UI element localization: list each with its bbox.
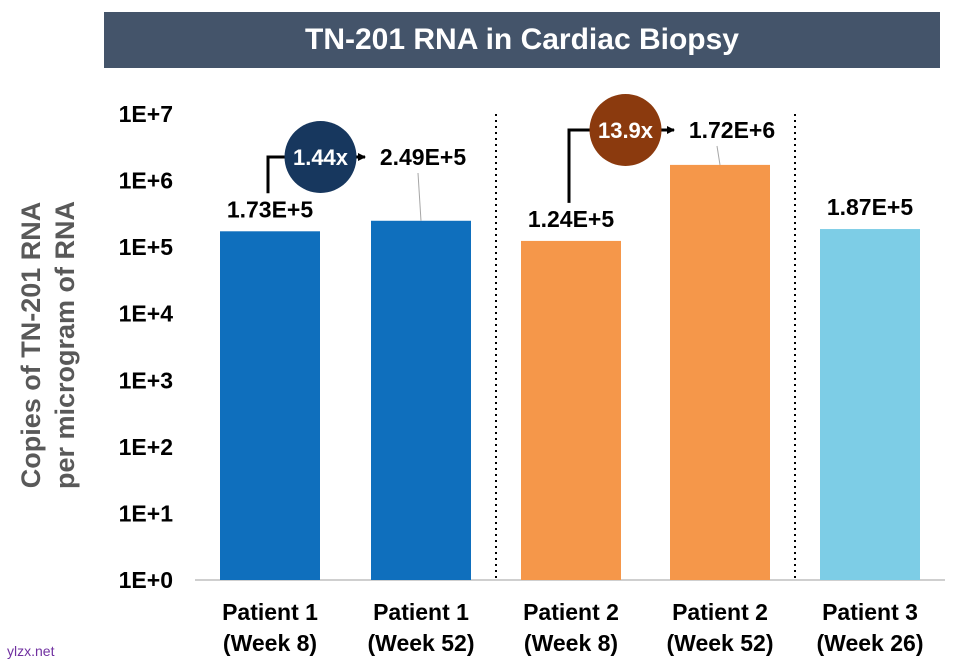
bar bbox=[220, 231, 320, 581]
fold-change-badge bbox=[589, 94, 662, 166]
y-tick-label: 1E+0 bbox=[119, 567, 173, 593]
x-tick-label: Patient 2 bbox=[523, 599, 619, 625]
x-tick-label: (Week 52) bbox=[667, 630, 774, 656]
data-label: 2.49E+5 bbox=[380, 144, 467, 170]
y-tick-label: 1E+6 bbox=[119, 168, 173, 194]
y-tick-label: 1E+7 bbox=[119, 101, 173, 127]
fold-change-label: 13.9x bbox=[598, 118, 654, 143]
chart-title: TN-201 RNA in Cardiac Biopsy bbox=[305, 23, 739, 56]
data-label-leader bbox=[417, 172, 422, 221]
y-tick-label: 1E+3 bbox=[119, 367, 173, 393]
y-tick-label: 1E+4 bbox=[119, 301, 174, 327]
data-label: 1.87E+5 bbox=[827, 194, 914, 220]
title-bar: TN-201 RNA in Cardiac Biopsy bbox=[104, 12, 940, 68]
data-label: 1.24E+5 bbox=[528, 206, 615, 232]
fold-change-label: 1.44x bbox=[293, 145, 349, 170]
x-tick-label: Patient 1 bbox=[222, 599, 318, 625]
bar bbox=[820, 229, 920, 581]
watermark: ylzx.net bbox=[7, 643, 55, 659]
data-label-leader bbox=[716, 145, 721, 165]
x-tick-label: Patient 3 bbox=[822, 599, 918, 625]
y-tick-label: 1E+5 bbox=[119, 234, 174, 260]
y-tick-label: 1E+2 bbox=[119, 434, 173, 460]
bar bbox=[521, 240, 621, 580]
bar bbox=[371, 220, 471, 580]
x-tick-label: Patient 1 bbox=[373, 599, 469, 625]
fold-change-badge bbox=[284, 121, 357, 193]
y-tick-label: 1E+1 bbox=[119, 500, 174, 526]
data-label: 1.73E+5 bbox=[227, 196, 314, 222]
data-label: 1.72E+6 bbox=[689, 117, 775, 143]
x-tick-label: (Week 8) bbox=[524, 630, 618, 656]
x-tick-label: Patient 2 bbox=[672, 599, 768, 625]
bar bbox=[670, 164, 770, 580]
x-tick-label: (Week 8) bbox=[223, 630, 317, 656]
x-tick-label: (Week 52) bbox=[368, 630, 475, 656]
x-tick-label: (Week 26) bbox=[817, 630, 924, 656]
